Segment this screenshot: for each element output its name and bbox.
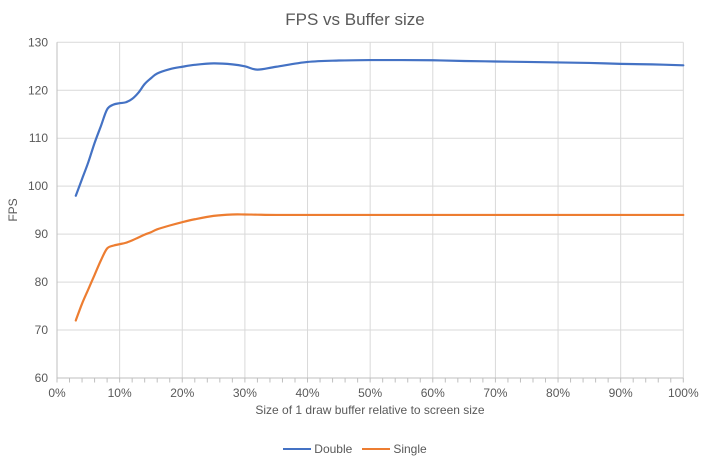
- y-tick-label: 60: [35, 371, 49, 385]
- x-tick-label: 40%: [296, 386, 320, 400]
- x-tick-label: 10%: [108, 386, 132, 400]
- y-tick-label: 70: [35, 323, 49, 337]
- legend-label-double: Double: [314, 442, 353, 456]
- y-tick-label: 130: [28, 35, 48, 49]
- x-tick-label: 30%: [233, 386, 257, 400]
- y-tick-label: 110: [29, 131, 48, 145]
- gridlines: [57, 41, 684, 378]
- series-lines: [74, 58, 685, 322]
- axes: [56, 42, 684, 383]
- y-tick-label: 120: [28, 83, 48, 97]
- x-tick-label: 100%: [668, 386, 699, 400]
- x-axis-title: Size of 1 draw buffer relative to screen…: [255, 403, 485, 417]
- x-tick-label: 80%: [546, 386, 570, 400]
- legend-item-single: Single: [362, 442, 427, 456]
- tick-labels: 60 70 80 90 100 110 120 130 0% 10% 20% 30% 40% 50% 60%…: [28, 35, 699, 400]
- x-tick-label: 60%: [421, 386, 445, 400]
- y-axis-title: FPS: [6, 198, 20, 221]
- legend-line-double: [283, 448, 312, 450]
- y-tick-label: 90: [35, 227, 49, 241]
- x-tick-label: 50%: [358, 386, 382, 400]
- x-tick-label: 0%: [48, 386, 66, 400]
- x-tick-label: 70%: [483, 386, 507, 400]
- y-tick-label: 80: [35, 275, 49, 289]
- series-line-single: [74, 213, 685, 322]
- x-tick-label: 90%: [609, 386, 633, 400]
- chart-title: FPS vs Buffer size: [285, 10, 425, 29]
- legend: Double Single: [0, 441, 710, 457]
- legend-item-double: Double: [283, 442, 352, 456]
- series-line-double: [74, 58, 685, 197]
- legend-label-single: Single: [393, 442, 427, 456]
- legend-line-single: [362, 448, 391, 450]
- y-tick-label: 100: [28, 179, 48, 193]
- x-tick-label: 20%: [170, 386, 194, 400]
